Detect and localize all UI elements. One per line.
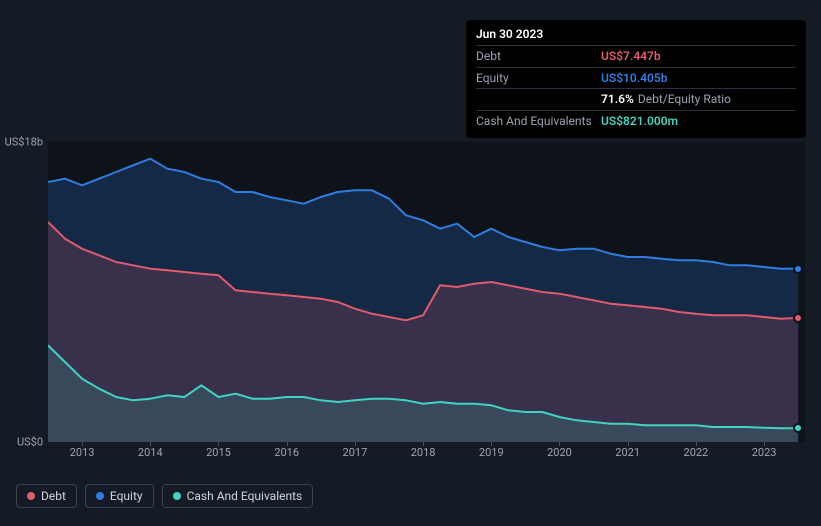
tooltip-ratio-value: 71.6% — [601, 92, 634, 106]
tooltip-row: DebtUS$7.447b — [476, 45, 796, 67]
chart-tooltip: Jun 30 2023 DebtUS$7.447bEquityUS$10.405… — [466, 20, 806, 138]
end-marker-debt — [793, 313, 803, 323]
chart-legend: Debt Equity Cash And Equivalents — [16, 484, 313, 508]
legend-dot-icon — [173, 492, 181, 500]
tooltip-cash-row: Cash And Equivalents US$821.000m — [476, 110, 796, 132]
end-marker-equity — [793, 264, 803, 274]
tooltip-row: EquityUS$10.405b — [476, 67, 796, 89]
x-tick-label: 2018 — [411, 446, 436, 459]
tooltip-row-value: US$10.405b — [601, 70, 668, 87]
end-marker-cash — [793, 423, 803, 433]
tooltip-cash-value: US$821.000m — [601, 113, 678, 130]
x-tick-label: 2022 — [684, 446, 709, 459]
legend-item-debt[interactable]: Debt — [16, 484, 77, 508]
balance-chart: US$18b US$0 2013201420152016201720182019… — [16, 124, 805, 476]
chart-svg — [48, 142, 805, 442]
legend-dot-icon — [96, 492, 104, 500]
y-axis-label-min: US$0 — [17, 436, 43, 449]
y-axis-label-max: US$18b — [5, 136, 43, 149]
tooltip-row-label: Equity — [476, 70, 601, 87]
x-axis-ticks: 2013 2014 2015 2016 2017 2018 2019 2020 2021 2022… — [48, 446, 805, 462]
tooltip-cash-label: Cash And Equivalents — [476, 113, 601, 130]
x-tick-label: 2020 — [547, 446, 572, 459]
tooltip-date: Jun 30 2023 — [476, 26, 796, 43]
legend-item-cash[interactable]: Cash And Equivalents — [162, 484, 314, 508]
x-tick-label: 2014 — [138, 446, 163, 459]
x-tick-label: 2021 — [615, 446, 640, 459]
legend-label: Debt — [41, 489, 66, 503]
legend-dot-icon — [27, 492, 35, 500]
x-tick-label: 2016 — [274, 446, 299, 459]
x-tick-label: 2023 — [752, 446, 777, 459]
tooltip-row-value: US$7.447b — [601, 48, 661, 65]
legend-label: Cash And Equivalents — [187, 489, 303, 503]
x-tick-label: 2015 — [206, 446, 231, 459]
tooltip-ratio-row: 71.6% Debt/Equity Ratio — [476, 88, 796, 110]
x-tick-label: 2013 — [70, 446, 95, 459]
x-tick-label: 2017 — [343, 446, 368, 459]
x-tick-label: 2019 — [479, 446, 504, 459]
legend-label: Equity — [110, 489, 143, 503]
legend-item-equity[interactable]: Equity — [85, 484, 154, 508]
tooltip-row-label: Debt — [476, 48, 601, 65]
plot-area[interactable] — [48, 142, 805, 442]
tooltip-ratio-label: Debt/Equity Ratio — [638, 92, 731, 106]
